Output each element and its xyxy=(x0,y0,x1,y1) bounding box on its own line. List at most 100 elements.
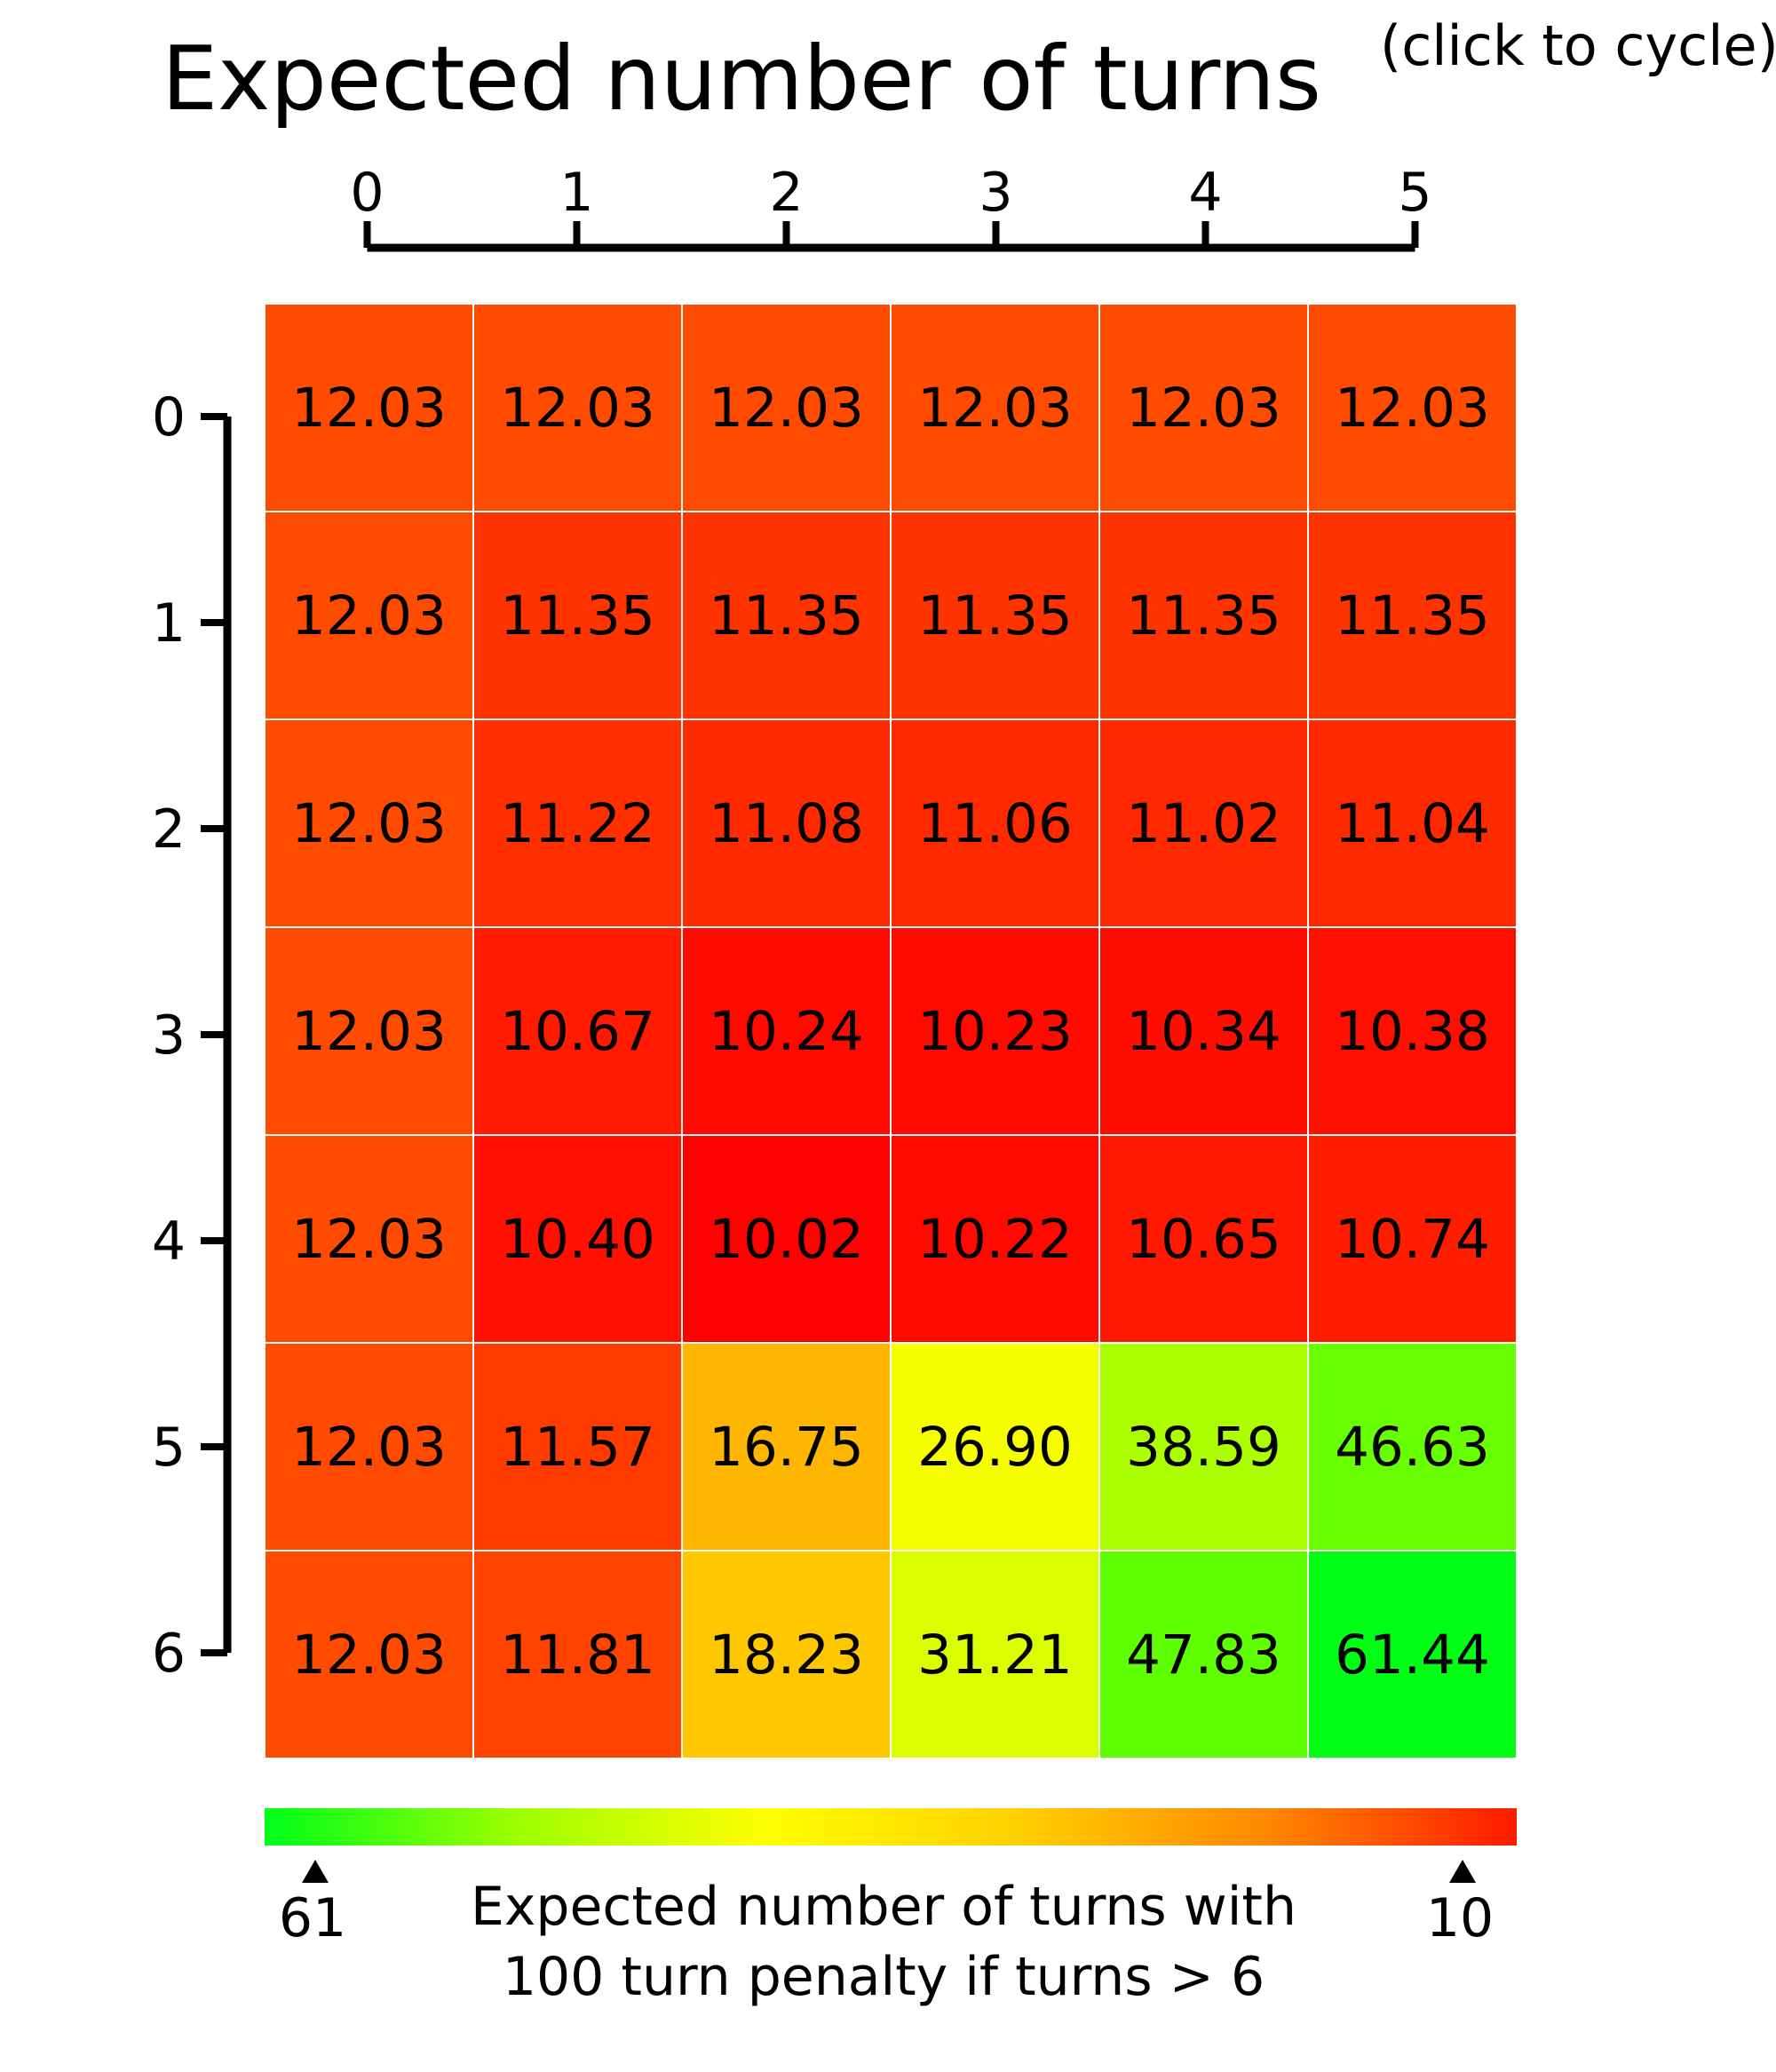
heatmap-cell xyxy=(472,1550,683,1759)
heatmap-cell xyxy=(472,718,683,928)
heatmap-cell xyxy=(1098,303,1309,512)
cell-value-label: 11.81 xyxy=(500,1623,655,1687)
cycle-toggle[interactable]: (click to cycle) xyxy=(1380,13,1776,78)
cell-value-label: 12.03 xyxy=(500,377,655,440)
heatmap-cell xyxy=(681,511,892,720)
cell-value-label: 10.02 xyxy=(709,1208,864,1271)
heatmap-cell xyxy=(890,1550,1100,1759)
cell-value-label: 10.40 xyxy=(500,1208,655,1271)
cell-value-label: 47.83 xyxy=(1126,1623,1281,1687)
cell-value-label: 12.03 xyxy=(291,1208,447,1271)
cell-value-label: 11.35 xyxy=(1126,584,1281,647)
x-tick-label: 1 xyxy=(559,162,593,224)
heatmap-cell xyxy=(681,303,892,512)
heatmap-cell xyxy=(1098,1342,1309,1552)
heatmap-cell xyxy=(1098,718,1309,928)
heatmap-cells: 12.03 12.03 12.03 12.03 12.03 12.03 12.03 11.35… xyxy=(264,303,1518,1759)
cell-value-label: 11.35 xyxy=(709,584,864,647)
y-tick-label: 2 xyxy=(152,798,186,861)
heatmap-cell xyxy=(890,303,1100,512)
cell-value-label: 10.65 xyxy=(1126,1208,1281,1271)
cell-value-label: 12.03 xyxy=(291,792,447,855)
x-tick-label: 2 xyxy=(769,162,803,224)
colorbar-gradient xyxy=(265,1808,1517,1846)
heatmap-cell xyxy=(1098,926,1309,1136)
cell-value-label: 10.23 xyxy=(917,1000,1073,1063)
x-tick-label: 5 xyxy=(1398,162,1431,224)
heatmap-cell xyxy=(681,1550,892,1759)
colorbar-marker-icon xyxy=(302,1860,329,1883)
heatmap-cell xyxy=(472,1342,683,1552)
x-tick-label: 0 xyxy=(350,162,384,224)
y-tick-label: 6 xyxy=(152,1623,186,1685)
heatmap-cell xyxy=(890,511,1100,720)
chart-title: Expected number of turns xyxy=(162,27,1322,131)
y-axis: 0 1 2 3 4 5 6 xyxy=(152,386,232,1685)
cell-value-label: 46.63 xyxy=(1335,1416,1490,1479)
cell-value-label: 10.34 xyxy=(1126,1000,1281,1063)
cell-value-label: 31.21 xyxy=(917,1623,1073,1687)
cell-value-label: 12.03 xyxy=(709,377,864,440)
colorbar-title-line1: Expected number of turns with xyxy=(471,1876,1296,1938)
cell-value-label: 10.67 xyxy=(500,1000,655,1063)
heatmap-cell xyxy=(1098,511,1309,720)
y-tick-label: 3 xyxy=(152,1004,186,1067)
cell-value-label: 12.03 xyxy=(917,377,1073,440)
heatmap-cell xyxy=(1307,926,1518,1136)
colorbar-max-label: 10 xyxy=(1426,1887,1494,1949)
cell-value-label: 12.03 xyxy=(291,1416,447,1479)
colorbar: 61 10 Expected number of turns with 100 tur… xyxy=(265,1808,1517,2008)
cell-value-label: 26.90 xyxy=(917,1416,1073,1479)
cell-value-label: 12.03 xyxy=(291,584,447,647)
cell-value-label: 10.38 xyxy=(1335,1000,1490,1063)
cell-value-label: 12.03 xyxy=(291,1623,447,1687)
cell-value-label: 12.03 xyxy=(291,377,447,440)
heatmap-cell xyxy=(264,1550,474,1759)
cell-value-label: 10.22 xyxy=(917,1208,1073,1271)
cell-value-label: 11.35 xyxy=(917,584,1073,647)
heatmap-cell xyxy=(681,926,892,1136)
colorbar-marker-icon xyxy=(1449,1860,1476,1883)
cell-value-label: 11.22 xyxy=(500,792,655,855)
cell-value-label: 38.59 xyxy=(1126,1416,1281,1479)
cell-value-label: 12.03 xyxy=(1335,377,1490,440)
heatmap-cell xyxy=(472,926,683,1136)
heatmap-cell xyxy=(681,718,892,928)
cell-value-label: 11.57 xyxy=(500,1416,655,1479)
heatmap-cell xyxy=(472,511,683,720)
cell-value-label: 11.02 xyxy=(1126,792,1281,855)
heatmap-cell xyxy=(1307,1342,1518,1552)
heatmap-cell xyxy=(1098,1550,1309,1759)
colorbar-title-line2: 100 turn penalty if turns > 6 xyxy=(503,1946,1265,2008)
heatmap-cell xyxy=(1098,1134,1309,1344)
cell-value-label: 11.06 xyxy=(917,792,1073,855)
heatmap-cell xyxy=(472,1134,683,1344)
cell-value-label: 61.44 xyxy=(1335,1623,1490,1687)
cell-value-label: 11.35 xyxy=(500,584,655,647)
colorbar-min-label: 61 xyxy=(279,1887,346,1949)
x-tick-label: 4 xyxy=(1188,162,1222,224)
heatmap-cell xyxy=(890,718,1100,928)
cell-value-label: 11.08 xyxy=(709,792,864,855)
y-tick-label: 0 xyxy=(152,386,186,449)
x-tick-label: 3 xyxy=(979,162,1012,224)
cell-value-label: 12.03 xyxy=(1126,377,1281,440)
x-axis: 0 1 2 3 4 5 xyxy=(350,162,1432,252)
y-tick-label: 1 xyxy=(152,592,186,655)
heatmap-cell xyxy=(1307,1134,1518,1344)
cell-value-label: 10.74 xyxy=(1335,1208,1490,1271)
heatmap-cell xyxy=(1307,1550,1518,1759)
cell-value-label: 11.04 xyxy=(1335,792,1490,855)
heatmap-cell xyxy=(264,1342,474,1552)
y-tick-label: 4 xyxy=(152,1211,186,1273)
cell-value-label: 12.03 xyxy=(291,1000,447,1063)
cell-value-label: 11.35 xyxy=(1335,584,1490,647)
cell-value-label: 18.23 xyxy=(709,1623,864,1687)
heatmap-cell xyxy=(1307,511,1518,720)
cell-value-label: 10.24 xyxy=(709,1000,864,1063)
heatmap-cell xyxy=(890,926,1100,1136)
cell-value-label: 16.75 xyxy=(709,1416,864,1479)
y-tick-label: 5 xyxy=(152,1417,186,1479)
heatmap-cell xyxy=(264,718,474,928)
